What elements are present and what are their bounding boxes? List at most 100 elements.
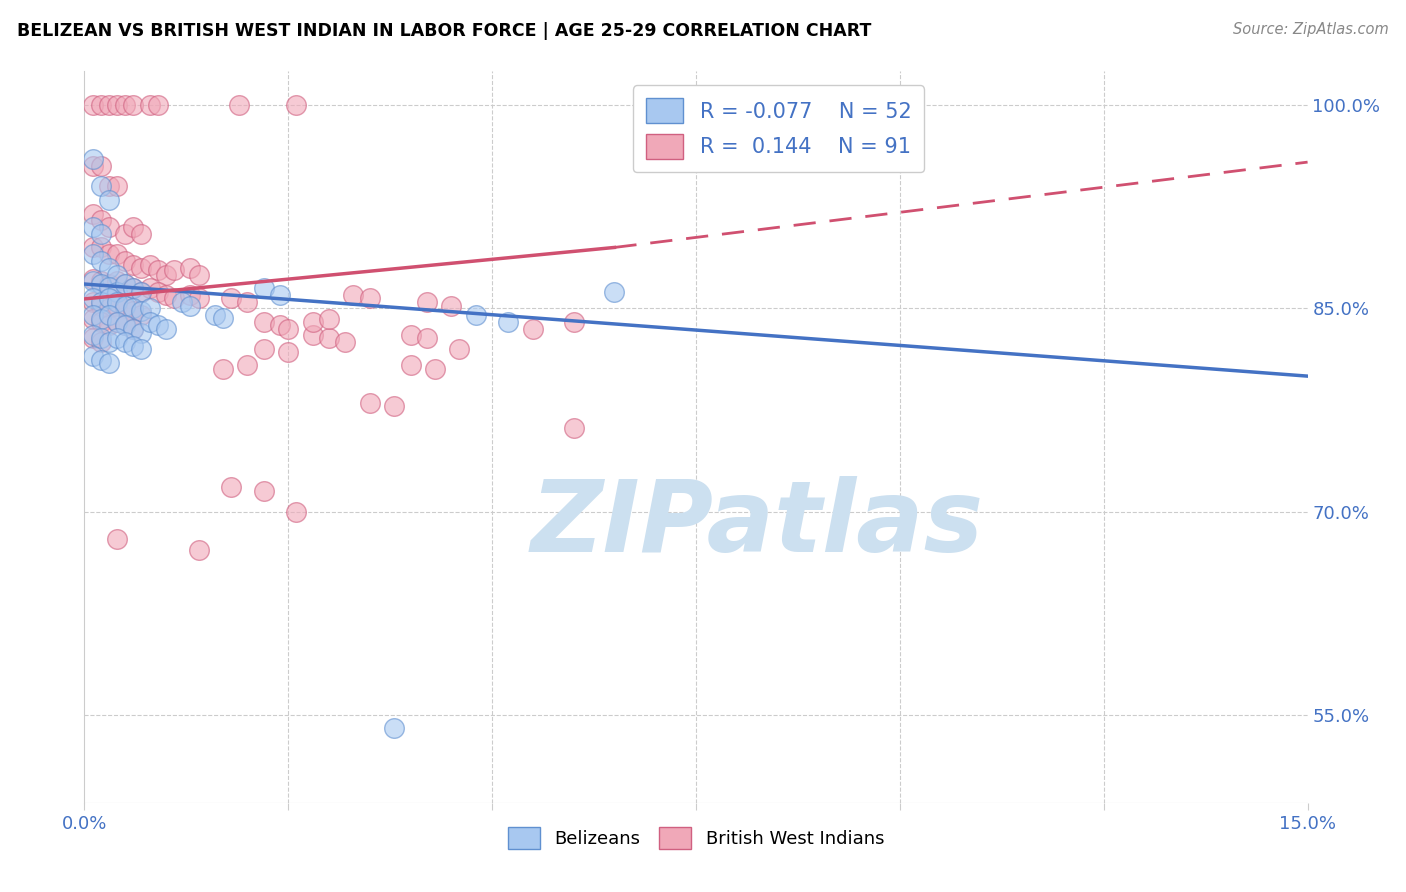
Point — [146, 318, 169, 332]
Point — [105, 268, 128, 282]
Point — [212, 362, 235, 376]
Point — [82, 206, 104, 220]
Text: BELIZEAN VS BRITISH WEST INDIAN IN LABOR FORCE | AGE 25-29 CORRELATION CHART: BELIZEAN VS BRITISH WEST INDIAN IN LABOR… — [17, 22, 872, 40]
Point — [114, 318, 136, 332]
Point — [219, 291, 242, 305]
Point — [522, 322, 544, 336]
Point — [97, 260, 120, 275]
Point — [82, 331, 104, 345]
Point — [122, 322, 145, 336]
Point — [97, 179, 120, 194]
Point — [114, 299, 136, 313]
Point — [359, 291, 381, 305]
Point — [90, 277, 112, 291]
Point — [399, 359, 422, 373]
Point — [82, 274, 104, 288]
Point — [285, 98, 308, 112]
Point — [212, 310, 235, 325]
Point — [105, 294, 128, 309]
Point — [146, 285, 169, 300]
Point — [236, 294, 259, 309]
Point — [172, 294, 194, 309]
Point — [105, 532, 128, 546]
Point — [187, 291, 209, 305]
Point — [90, 179, 112, 194]
Point — [269, 288, 291, 302]
Point — [253, 315, 276, 329]
Point — [359, 396, 381, 410]
Point — [90, 159, 112, 173]
Point — [562, 420, 585, 434]
Point — [440, 299, 463, 313]
Point — [163, 291, 186, 305]
Point — [122, 281, 145, 295]
Point — [269, 318, 291, 332]
Point — [138, 98, 160, 112]
Point — [187, 268, 209, 282]
Point — [277, 344, 299, 359]
Point — [382, 721, 405, 735]
Point — [146, 98, 169, 112]
Point — [105, 331, 128, 345]
Point — [138, 315, 160, 329]
Point — [342, 288, 364, 302]
Point — [122, 322, 145, 336]
Point — [82, 247, 104, 261]
Point — [105, 274, 128, 288]
Point — [97, 308, 120, 322]
Point — [204, 308, 226, 322]
Point — [82, 240, 104, 254]
Point — [114, 227, 136, 241]
Point — [179, 299, 201, 313]
Point — [105, 98, 128, 112]
Point — [155, 322, 177, 336]
Y-axis label: In Labor Force | Age 25-29: In Labor Force | Age 25-29 — [0, 318, 8, 557]
Point — [105, 315, 128, 329]
Point — [97, 279, 120, 293]
Point — [277, 322, 299, 336]
Point — [423, 362, 446, 376]
Point — [114, 301, 136, 316]
Point — [449, 342, 471, 356]
Point — [318, 312, 340, 326]
Point — [82, 271, 104, 285]
Point — [122, 281, 145, 295]
Point — [416, 294, 439, 309]
Point — [97, 98, 120, 112]
Point — [464, 308, 486, 322]
Point — [253, 342, 276, 356]
Point — [82, 291, 104, 305]
Point — [82, 220, 104, 235]
Point — [416, 331, 439, 345]
Point — [97, 220, 120, 235]
Point — [97, 335, 120, 350]
Point — [82, 159, 104, 173]
Point — [138, 301, 160, 316]
Text: ZIPatlas: ZIPatlas — [530, 476, 984, 574]
Point — [97, 277, 120, 291]
Point — [105, 299, 128, 313]
Point — [122, 304, 145, 318]
Point — [97, 318, 120, 332]
Point — [90, 254, 112, 268]
Point — [498, 315, 520, 329]
Point — [155, 268, 177, 282]
Point — [82, 328, 104, 343]
Point — [228, 98, 250, 112]
Point — [253, 484, 276, 499]
Point — [122, 301, 145, 316]
Point — [285, 505, 308, 519]
Point — [90, 331, 112, 345]
Point — [97, 301, 120, 316]
Point — [179, 288, 201, 302]
Point — [97, 355, 120, 369]
Point — [90, 299, 112, 313]
Point — [90, 227, 112, 241]
Point — [97, 193, 120, 207]
Point — [131, 308, 153, 322]
Point — [122, 339, 145, 353]
Text: Source: ZipAtlas.com: Source: ZipAtlas.com — [1233, 22, 1389, 37]
Point — [90, 98, 112, 112]
Legend: Belizeans, British West Indians: Belizeans, British West Indians — [501, 820, 891, 856]
Point — [131, 285, 153, 300]
